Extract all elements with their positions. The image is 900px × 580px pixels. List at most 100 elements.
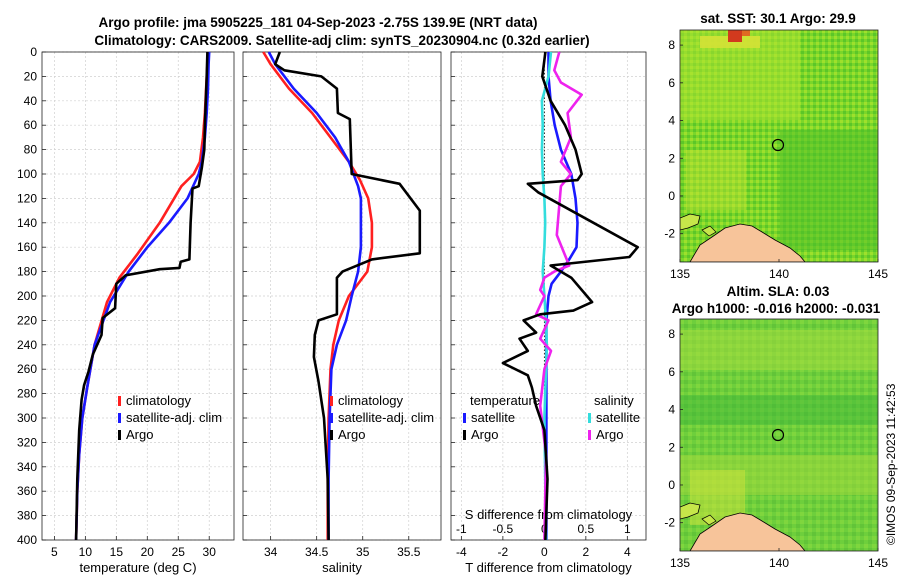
title-line-2: Climatology: CARS2009. Satellite-adj cli… xyxy=(94,33,589,48)
y-tick-label: 340 xyxy=(17,460,37,474)
plot-frame xyxy=(242,51,442,541)
map-y-tick-label: 6 xyxy=(668,365,675,379)
x-tick-label: 25 xyxy=(172,545,186,559)
x-tick-label: -4 xyxy=(456,545,467,559)
s-diff-tick-label: 1 xyxy=(624,522,631,536)
temp-legend-satellite-label: satellite-adj. clim xyxy=(126,410,222,425)
y-tick-label: 40 xyxy=(24,94,38,108)
sla-island xyxy=(701,514,717,526)
x-tick-label: 0 xyxy=(541,545,548,559)
sal-legend-climatology-label: climatology xyxy=(338,393,404,408)
y-tick-label: 400 xyxy=(17,533,37,547)
tdiff-argo-line xyxy=(501,51,640,541)
x-tick-label: -2 xyxy=(498,545,509,559)
sla-land-mass xyxy=(689,512,806,551)
sal-legend-argo-label: Argo xyxy=(338,427,365,442)
y-tick-label: 0 xyxy=(30,45,37,59)
diff-legend-temp-header: temperature xyxy=(470,393,540,408)
sal-legend-satellite-label: satellite-adj. clim xyxy=(338,410,434,425)
sla-map-panel: Altim. SLA: 0.03 Argo h1000: -0.016 h200… xyxy=(664,284,888,570)
y-tick-label: 80 xyxy=(24,143,38,157)
y-tick-label: 260 xyxy=(17,362,37,376)
x-tick-label: 35 xyxy=(356,545,370,559)
sla-map-title: Altim. SLA: 0.03 xyxy=(727,284,830,299)
map-y-tick-label: 4 xyxy=(668,403,675,417)
x-tick-label: 34.5 xyxy=(305,545,329,559)
s-diff-tick-label: -0.5 xyxy=(493,522,514,536)
map-y-tick-label: 4 xyxy=(668,114,675,128)
map-x-tick-label: 135 xyxy=(670,556,690,570)
diff-legend-s-satellite-swatch xyxy=(588,413,591,423)
sal-legend-climatology-swatch xyxy=(330,396,333,406)
sla-map-ticks: 135 140 145 -2 0 2 4 6 8 xyxy=(664,327,888,570)
map-y-tick-label: 2 xyxy=(668,440,675,454)
y-tick-label: 100 xyxy=(17,167,37,181)
map-y-tick-label: 2 xyxy=(668,151,675,165)
y-tick-label: 380 xyxy=(17,509,37,523)
temp-argo-line xyxy=(74,51,209,541)
temperature-panel: 0 20 40 60 80 100 120 140 160 180 200 220 240 260 280 3… xyxy=(17,45,235,575)
x-tick-label: 20 xyxy=(141,545,155,559)
map-y-tick-label: 0 xyxy=(668,189,675,203)
x-axis-label: salinity xyxy=(322,560,362,575)
y-tick-label: 20 xyxy=(24,69,38,83)
sal-legend-argo-swatch xyxy=(330,430,333,440)
map-y-tick-label: 8 xyxy=(668,38,675,52)
temp-satellite-line xyxy=(74,51,211,541)
sla-band-2 xyxy=(680,395,878,425)
y-tick-label: 300 xyxy=(17,411,37,425)
salinity-panel: 34 34.5 35 35.5 salinity climatology satellite… xyxy=(242,51,442,575)
sst-hot-spot-2 xyxy=(742,30,750,36)
y-tick-label: 140 xyxy=(17,216,37,230)
map-x-tick-label: 145 xyxy=(868,556,888,570)
diff-legend-sal-header: salinity xyxy=(594,393,634,408)
x-tick-label: 34 xyxy=(264,545,278,559)
diff-legend-s-satellite-label: satellite xyxy=(596,410,640,425)
x-tick-label: 15 xyxy=(110,545,124,559)
map-x-tick-label: 145 xyxy=(868,267,888,281)
map-x-tick-label: 140 xyxy=(769,267,789,281)
y-tick-label: 120 xyxy=(17,191,37,205)
sal-satellite-line xyxy=(267,51,363,540)
temp-legend-climatology-label: climatology xyxy=(126,393,192,408)
y-tick-label: 280 xyxy=(17,387,37,401)
s-diff-axis-label: S difference from climatology xyxy=(465,507,633,522)
diff-legend-t-satellite-label: satellite xyxy=(471,410,515,425)
difference-panel: -4 -2 0 2 4T difference from climatology -1 -0… xyxy=(450,51,647,575)
s-diff-tick-label: -1 xyxy=(456,522,467,536)
s-diff-tick-label: 0.5 xyxy=(577,522,594,536)
sst-land-mass xyxy=(689,223,806,262)
sla-coast-west xyxy=(680,502,701,520)
diff-legend-t-satellite-swatch xyxy=(463,413,466,423)
x-tick-label: 30 xyxy=(203,545,217,559)
watermark: ©IMOS 09-Sep-2023 11:42:53 xyxy=(884,383,898,545)
diff-legend-s-argo-label: Argo xyxy=(596,427,623,442)
sst-map-ticks: 135 140 145 -2 0 2 4 6 8 xyxy=(664,38,888,281)
sla-band-1 xyxy=(680,330,878,370)
y-tick-label: 220 xyxy=(17,313,37,327)
x-axis-label: T difference from climatology xyxy=(465,560,632,575)
sla-argo-marker xyxy=(771,428,785,442)
x-tick-label: 10 xyxy=(79,545,93,559)
sst-map-title: sat. SST: 30.1 Argo: 29.9 xyxy=(700,11,856,26)
map-x-tick-label: 140 xyxy=(769,556,789,570)
diff-legend-s-argo-swatch xyxy=(588,430,591,440)
y-tick-label: 160 xyxy=(17,240,37,254)
sst-map-panel: sat. SST: 30.1 Argo: 29.9 135 140 145 -2 0 2 4… xyxy=(664,11,888,281)
diff-legend-t-argo-swatch xyxy=(463,430,466,440)
y-tick-label: 180 xyxy=(17,265,37,279)
x-tick-label: 35.5 xyxy=(397,545,421,559)
x-tick-label: 2 xyxy=(582,545,589,559)
temp-legend-climatology-swatch xyxy=(118,396,121,406)
diff-legend-t-argo-label: Argo xyxy=(471,427,498,442)
map-y-tick-label: -2 xyxy=(664,516,675,530)
temp-legend-satellite-swatch xyxy=(118,413,121,423)
temp-legend-argo-swatch xyxy=(118,430,121,440)
x-tick-label: 5 xyxy=(51,545,58,559)
map-y-tick-label: -2 xyxy=(664,227,675,241)
map-x-tick-label: 135 xyxy=(670,267,690,281)
y-tick-label: 200 xyxy=(17,289,37,303)
x-axis-label: temperature (deg C) xyxy=(79,560,196,575)
sst-argo-marker xyxy=(771,138,785,152)
sst-coast-west xyxy=(680,213,701,231)
